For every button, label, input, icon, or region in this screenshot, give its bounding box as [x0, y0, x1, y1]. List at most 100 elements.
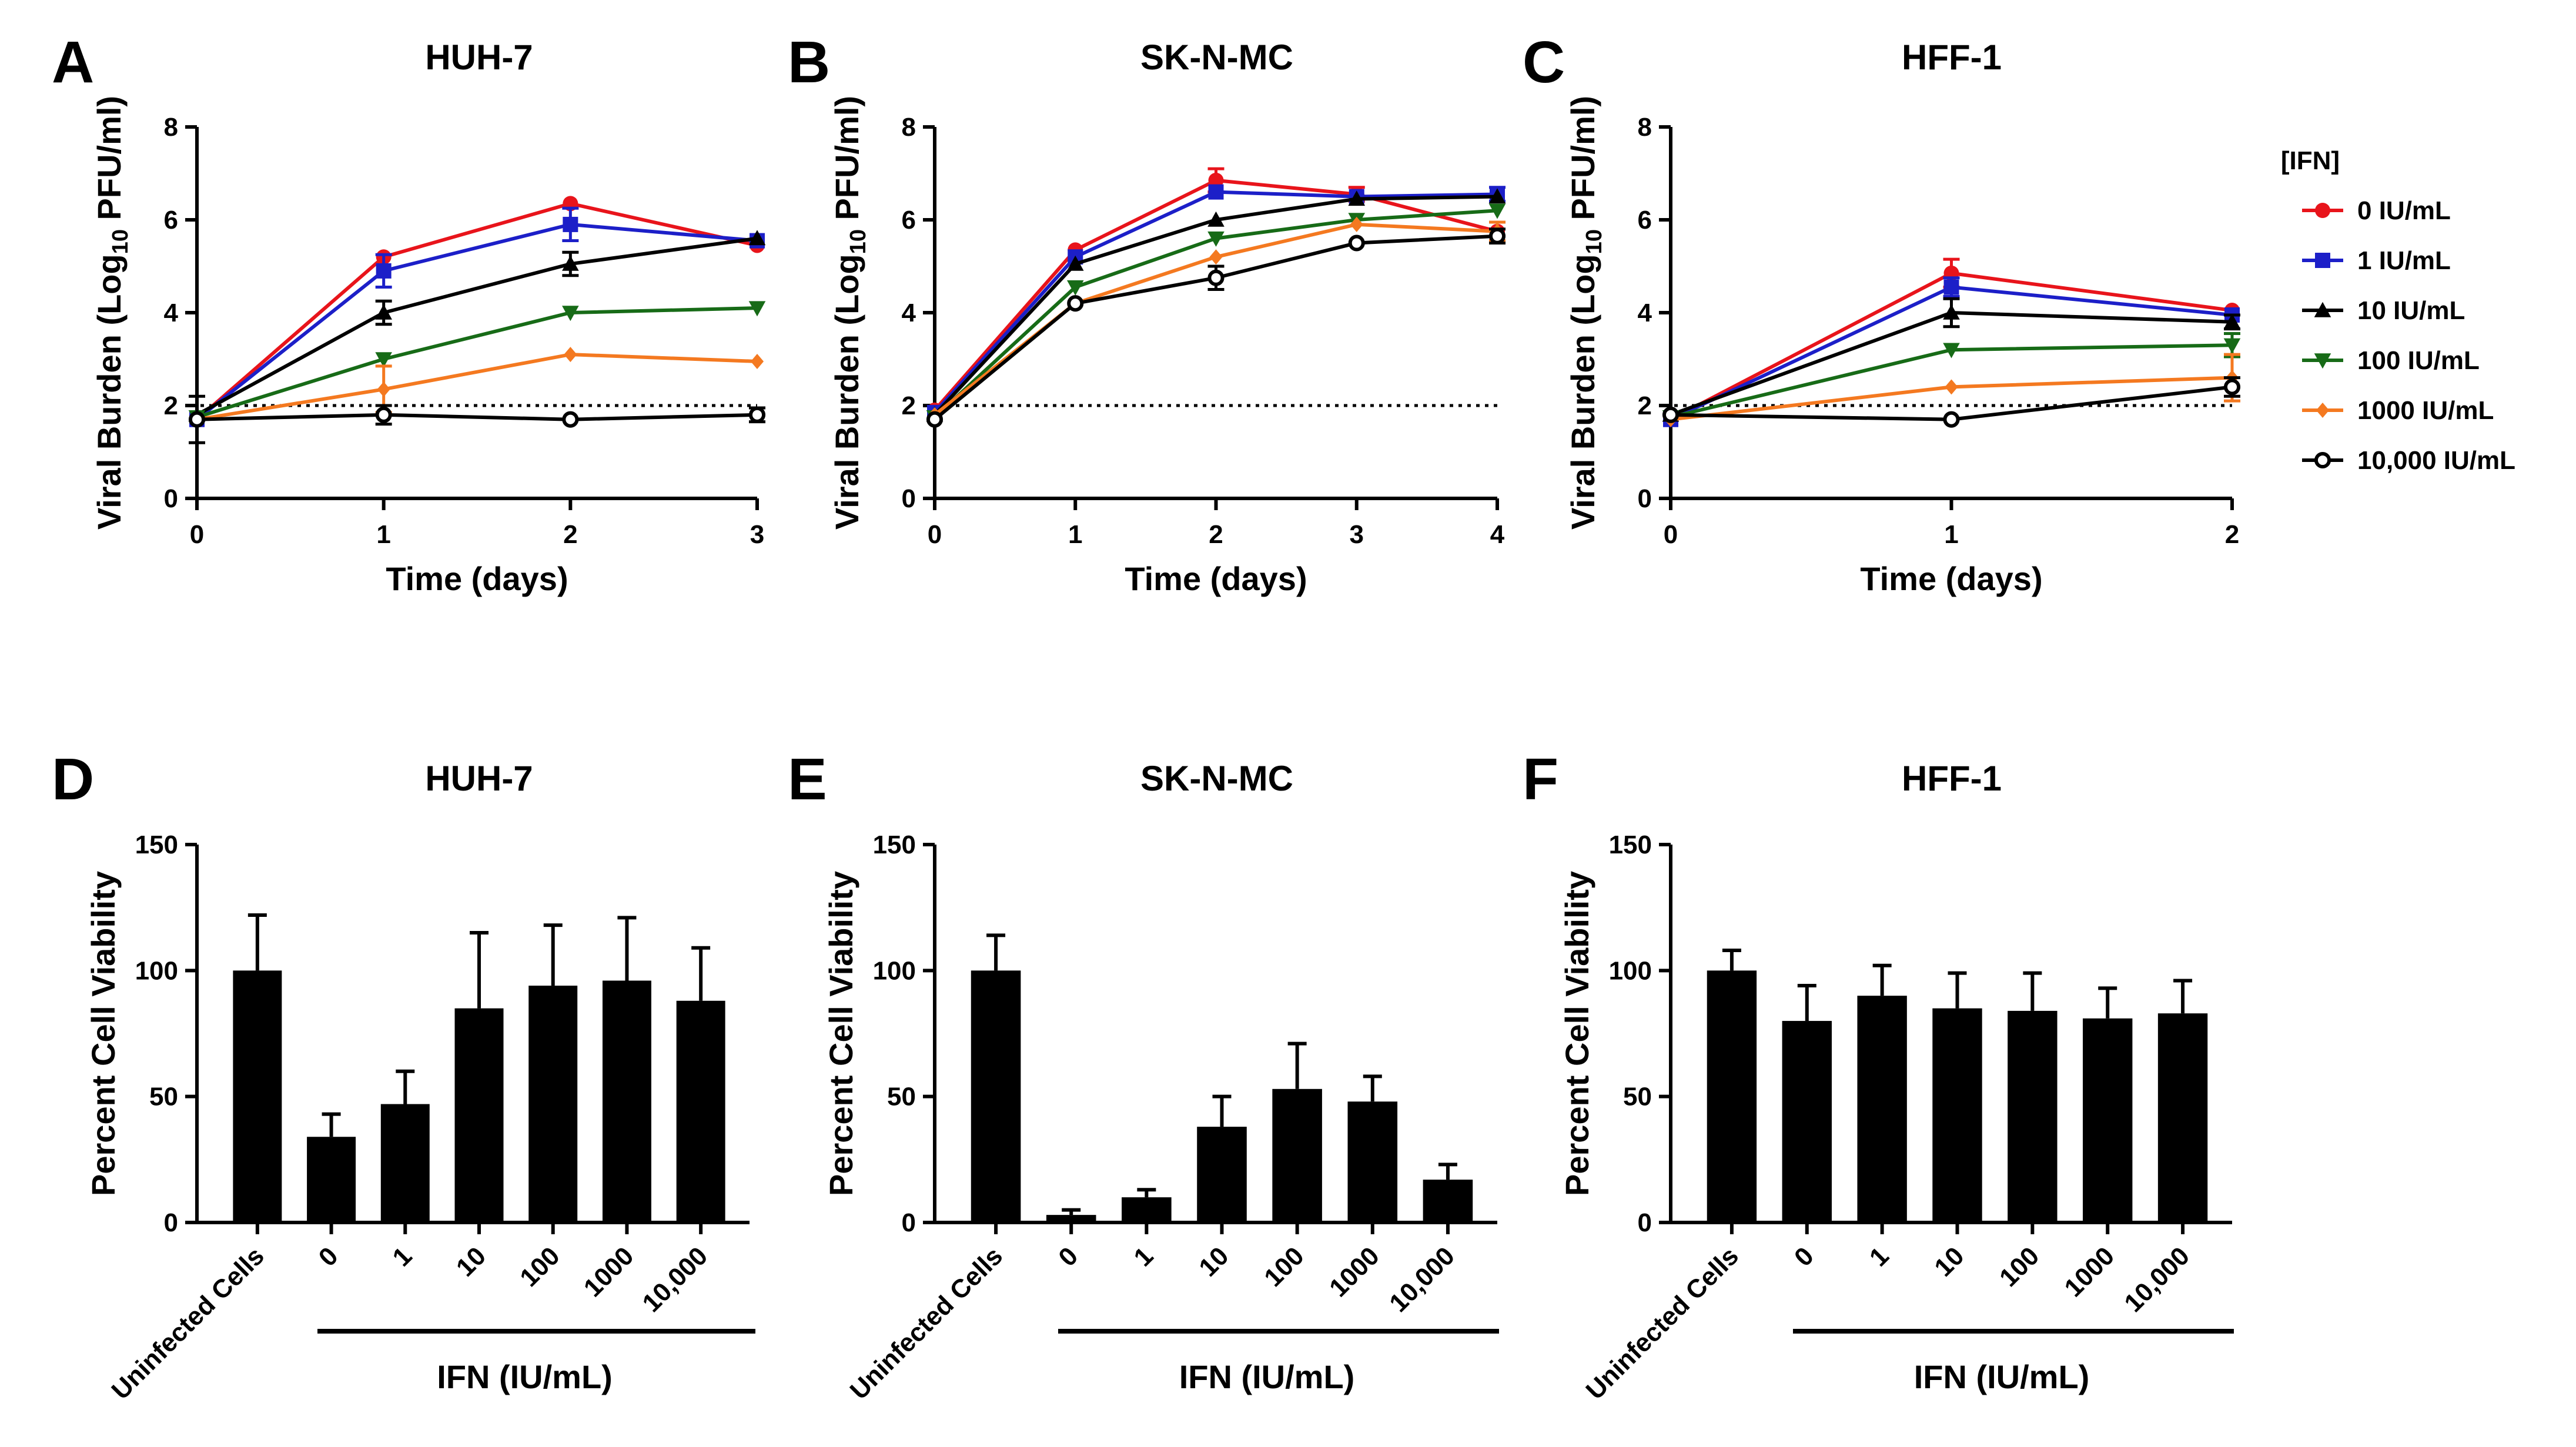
data-point	[1488, 188, 1506, 204]
panel-c: C HFF-1 0 2 4 6 8 0 1 2 Time (days) Viral Burden (L…	[1523, 29, 2241, 597]
x-tick-label: 10	[451, 1241, 491, 1282]
y-tick-label: 6	[1638, 206, 1652, 235]
panel-letter: F	[1523, 746, 1558, 812]
y-tick-label: 8	[902, 113, 916, 142]
y-axis-title-main: Viral Burden (Log	[1564, 254, 1601, 530]
x-tick-label: 10,000	[1384, 1241, 1460, 1318]
y-tick-label: 150	[135, 830, 178, 859]
data-point	[1348, 190, 1366, 206]
legend-marker	[2314, 451, 2331, 469]
legend-label: 10 IU/mL	[2357, 296, 2465, 325]
data-point	[750, 353, 764, 369]
data-point	[1488, 203, 1506, 219]
y-axis-title: Percent Cell Viability	[822, 871, 859, 1196]
y-tick-label: 150	[1609, 830, 1652, 859]
data-point	[926, 411, 944, 428]
y-tick-label: 0	[902, 1208, 916, 1237]
panel-a: A HUH-7 0 2 4 6 8 0 1 2 3 Time (days) Viral Burden (…	[52, 29, 766, 597]
x-tick-label: 0	[928, 520, 942, 549]
x-tick-label: 10	[1193, 1241, 1234, 1282]
y-tick-label: 6	[902, 206, 916, 235]
bar	[676, 1000, 725, 1222]
series-2	[926, 188, 1506, 422]
ifn-group-label: IFN (IU/mL)	[1179, 1358, 1355, 1395]
y-axis-title-main: Viral Burden (Log	[91, 254, 128, 530]
y-axis-title: Viral Burden (Log10 PFU/ml)	[1564, 96, 1607, 530]
data-point	[1943, 411, 1960, 428]
data-point	[375, 406, 392, 423]
y-tick-label: 2	[1638, 391, 1652, 420]
legend-entry: 100 IU/mL	[2302, 346, 2480, 375]
data-point	[1945, 379, 1958, 395]
data-point	[1066, 280, 1084, 296]
y-tick-label: 0	[164, 484, 178, 513]
series-line	[196, 202, 758, 421]
y-tick-label: 100	[873, 956, 916, 985]
legend-entries: 0 IU/mL 1 IU/mL 10 IU/mL 100 IU/mL 1000 IU/m…	[2302, 196, 2515, 475]
y-tick-label: 8	[164, 113, 178, 142]
y-axis-title: Viral Burden (Log10 PFU/ml)	[828, 96, 871, 530]
series-3	[926, 203, 1506, 426]
data-point	[562, 306, 579, 321]
x-axis-title: Time (days)	[1860, 560, 2042, 597]
series-line	[196, 306, 758, 419]
panels: A HUH-7 0 2 4 6 8 0 1 2 3 Time (days) Viral Burden (…	[52, 29, 2241, 1405]
ifn-group-label: IFN (IU/mL)	[1914, 1358, 2090, 1395]
legend-label: 0 IU/mL	[2357, 196, 2451, 225]
panel-title: HUH-7	[425, 38, 533, 77]
data-point	[1943, 343, 1960, 359]
bar	[233, 970, 282, 1222]
x-tick-label: 1	[387, 1241, 417, 1272]
x-axis-title: Time (days)	[1125, 560, 1307, 597]
x-tick-label: 0	[1664, 520, 1678, 549]
legend-marker	[2315, 253, 2330, 268]
bar	[1197, 1127, 1247, 1222]
data-point	[1488, 227, 1506, 244]
panel-title: HUH-7	[425, 759, 533, 798]
data-point	[1350, 216, 1363, 232]
data-point	[1066, 255, 1084, 271]
legend-entry: 10 IU/mL	[2302, 296, 2465, 325]
y-tick-label: 150	[873, 830, 916, 859]
data-point	[1207, 269, 1225, 286]
y-axis-title-end: PFU/ml)	[828, 96, 865, 229]
y-tick-label: 0	[164, 1208, 178, 1237]
y-axis-title-end: PFU/ml)	[91, 96, 128, 229]
bar	[602, 980, 651, 1222]
x-tick-label: 4	[1490, 520, 1505, 549]
series-line	[933, 195, 1498, 416]
y-tick-label: 2	[902, 391, 916, 420]
legend-entry: 1 IU/mL	[2302, 246, 2451, 275]
bar	[1782, 1021, 1832, 1222]
data-point	[375, 304, 392, 320]
y-axis-title-subscript: 10	[846, 229, 871, 254]
bar	[1423, 1180, 1473, 1222]
x-tick-label: Uninfected Cells	[845, 1241, 1008, 1405]
legend: [IFN] 0 IU/mL 1 IU/mL 10 IU/mL 100 IU/mL 100…	[2281, 146, 2515, 475]
data-point	[375, 352, 392, 368]
series-5	[1662, 376, 2241, 428]
y-tick-label: 100	[135, 956, 178, 985]
data-point	[748, 230, 766, 246]
series-line	[196, 222, 758, 421]
legend-marker	[2315, 203, 2330, 218]
legend-title: [IFN]	[2281, 146, 2340, 175]
y-axis-title-end: PFU/ml)	[1564, 96, 1601, 229]
panel-letter: E	[788, 746, 827, 812]
data-point	[564, 347, 577, 363]
data-point	[1207, 211, 1225, 227]
data-point	[2223, 338, 2241, 354]
y-axis-title: Percent Cell Viability	[1558, 871, 1595, 1196]
data-point	[188, 411, 206, 428]
bar	[1046, 1215, 1096, 1222]
data-point	[2223, 379, 2241, 396]
x-tick-label: 1	[376, 520, 390, 549]
panel-letter: C	[1523, 29, 1565, 95]
data-point	[376, 263, 392, 279]
y-tick-label: 6	[164, 206, 178, 235]
data-point	[1208, 184, 1224, 200]
x-tick-label: 0	[313, 1241, 344, 1272]
bar	[528, 986, 578, 1222]
x-tick-label: 10,000	[2119, 1241, 2195, 1318]
